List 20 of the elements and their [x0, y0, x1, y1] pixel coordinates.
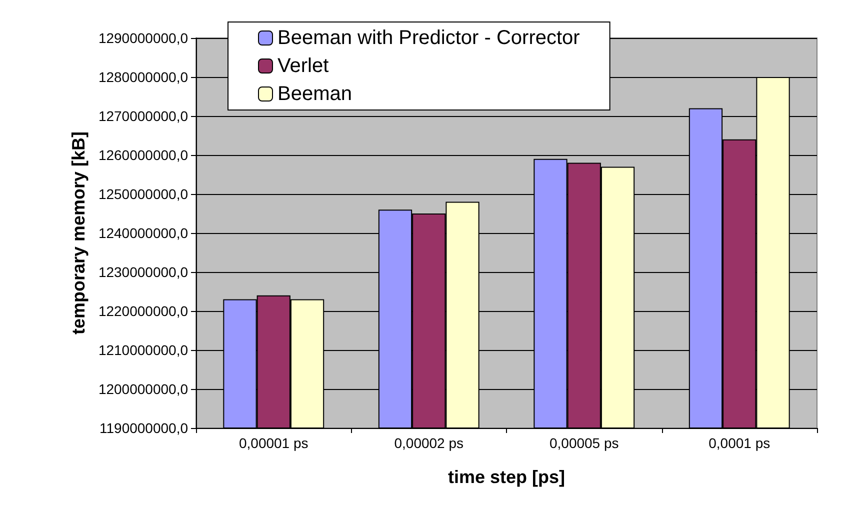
y-tick-label: 1250000000,0 — [98, 186, 188, 202]
y-tick-label: 1220000000,0 — [98, 303, 188, 319]
y-tick-label: 1260000000,0 — [98, 147, 188, 163]
y-tick-label: 1210000000,0 — [98, 342, 188, 358]
y-tick-label: 1230000000,0 — [98, 264, 188, 280]
legend-label: Verlet — [278, 55, 330, 77]
y-tick-label: 1200000000,0 — [98, 381, 188, 397]
x-tick-label: 0,00002 ps — [394, 435, 464, 451]
x-tick-label: 0,00005 ps — [549, 435, 619, 451]
y-tick-label: 1190000000,0 — [100, 420, 188, 436]
x-tick-label: 0,0001 ps — [708, 435, 770, 451]
legend-label: Beeman — [278, 83, 352, 105]
y-tick-label: 1240000000,0 — [98, 225, 188, 241]
y-tick-label: 1280000000,0 — [98, 69, 188, 85]
x-axis-title: time step [ps] — [448, 467, 566, 487]
legend-label: Beeman with Predictor - Corrector — [278, 27, 580, 49]
y-tick-label: 1290000000,0 — [98, 30, 188, 46]
y-tick-label: 1270000000,0 — [98, 108, 188, 124]
x-tick-label: 0,00001 ps — [238, 435, 308, 451]
y-axis-title: temporary memory [kB] — [68, 131, 89, 335]
